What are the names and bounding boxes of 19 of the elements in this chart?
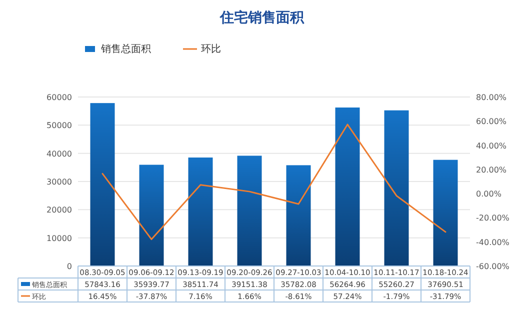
y2-tick-label: -20.00%: [476, 214, 510, 223]
y2-tick-label: -40.00%: [476, 238, 510, 247]
y2-tick-label: -60.00%: [476, 262, 510, 271]
y-tick-label: 40000: [46, 149, 72, 158]
y2-tick-label: 0.00%: [476, 190, 502, 199]
y-tick-label: 0: [66, 262, 72, 271]
y2-tick-label: 80.00%: [476, 93, 507, 102]
y-tick-label: 60000: [46, 93, 72, 102]
line-series: [102, 124, 446, 240]
y-tick-label: 50000: [46, 121, 72, 130]
y-tick-label: 20000: [46, 206, 72, 215]
y2-tick-label: 60.00%: [476, 117, 507, 126]
y-tick-label: 30000: [46, 178, 72, 186]
y-tick-label: 10000: [46, 234, 72, 243]
y2-tick-label: 20.00%: [476, 165, 507, 174]
legend-label: 环比: [201, 43, 221, 55]
y2-tick-label: 40.00%: [476, 141, 507, 150]
legend: 销售总面积 环比: [85, 44, 221, 55]
title: 住宅销售面积: [220, 10, 304, 26]
